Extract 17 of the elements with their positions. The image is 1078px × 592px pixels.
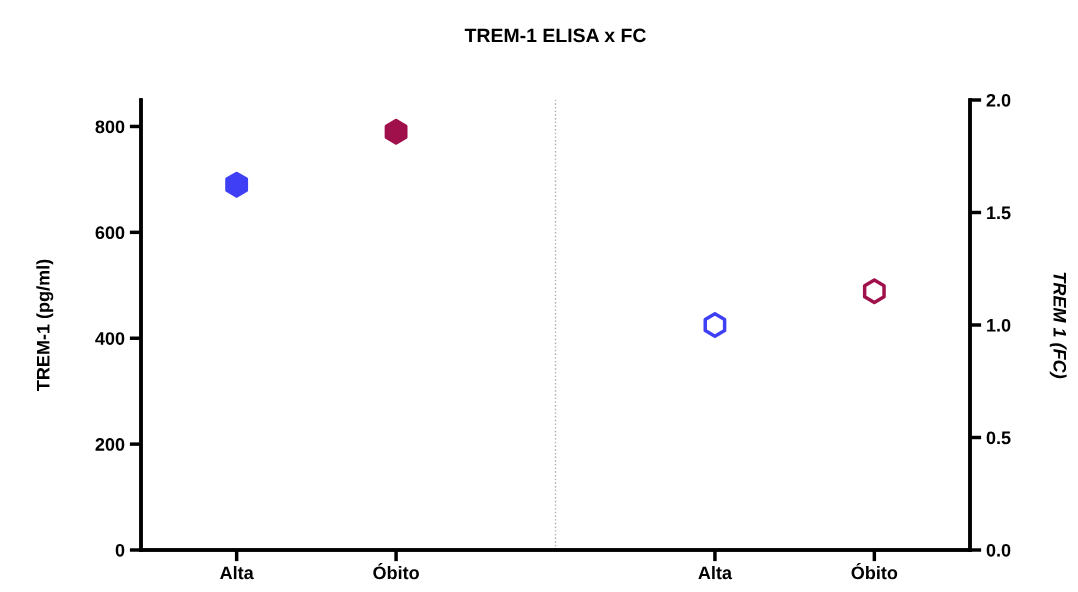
- y-tick-label: 0: [115, 543, 125, 557]
- y-tick-label: 200: [95, 438, 125, 451]
- x-tick-label: Alta: [698, 565, 733, 580]
- y2-tick-label: 0.0: [986, 543, 1011, 557]
- y2-tick-label: 1.5: [987, 206, 1011, 220]
- x-tick-label: Óbito: [851, 563, 898, 580]
- y-tick-label: 600: [95, 226, 125, 240]
- y-tick-label: 800: [95, 120, 125, 134]
- x-tick-label: Óbito: [373, 563, 419, 580]
- x-tick-label: Alta: [220, 565, 254, 580]
- chart-title: TREM-1 ELISA x FC: [464, 28, 646, 43]
- y2-tick-label: 2.0: [986, 93, 1011, 107]
- y-tick-label: 400: [95, 332, 125, 345]
- y-axis-title: TREM-1 (pg/ml): [36, 259, 54, 391]
- y2-axis-title: TREM 1 (FC): [1049, 272, 1067, 379]
- y2-tick-label: 0.5: [986, 431, 1011, 445]
- y2-tick-label: 1.0: [987, 318, 1011, 332]
